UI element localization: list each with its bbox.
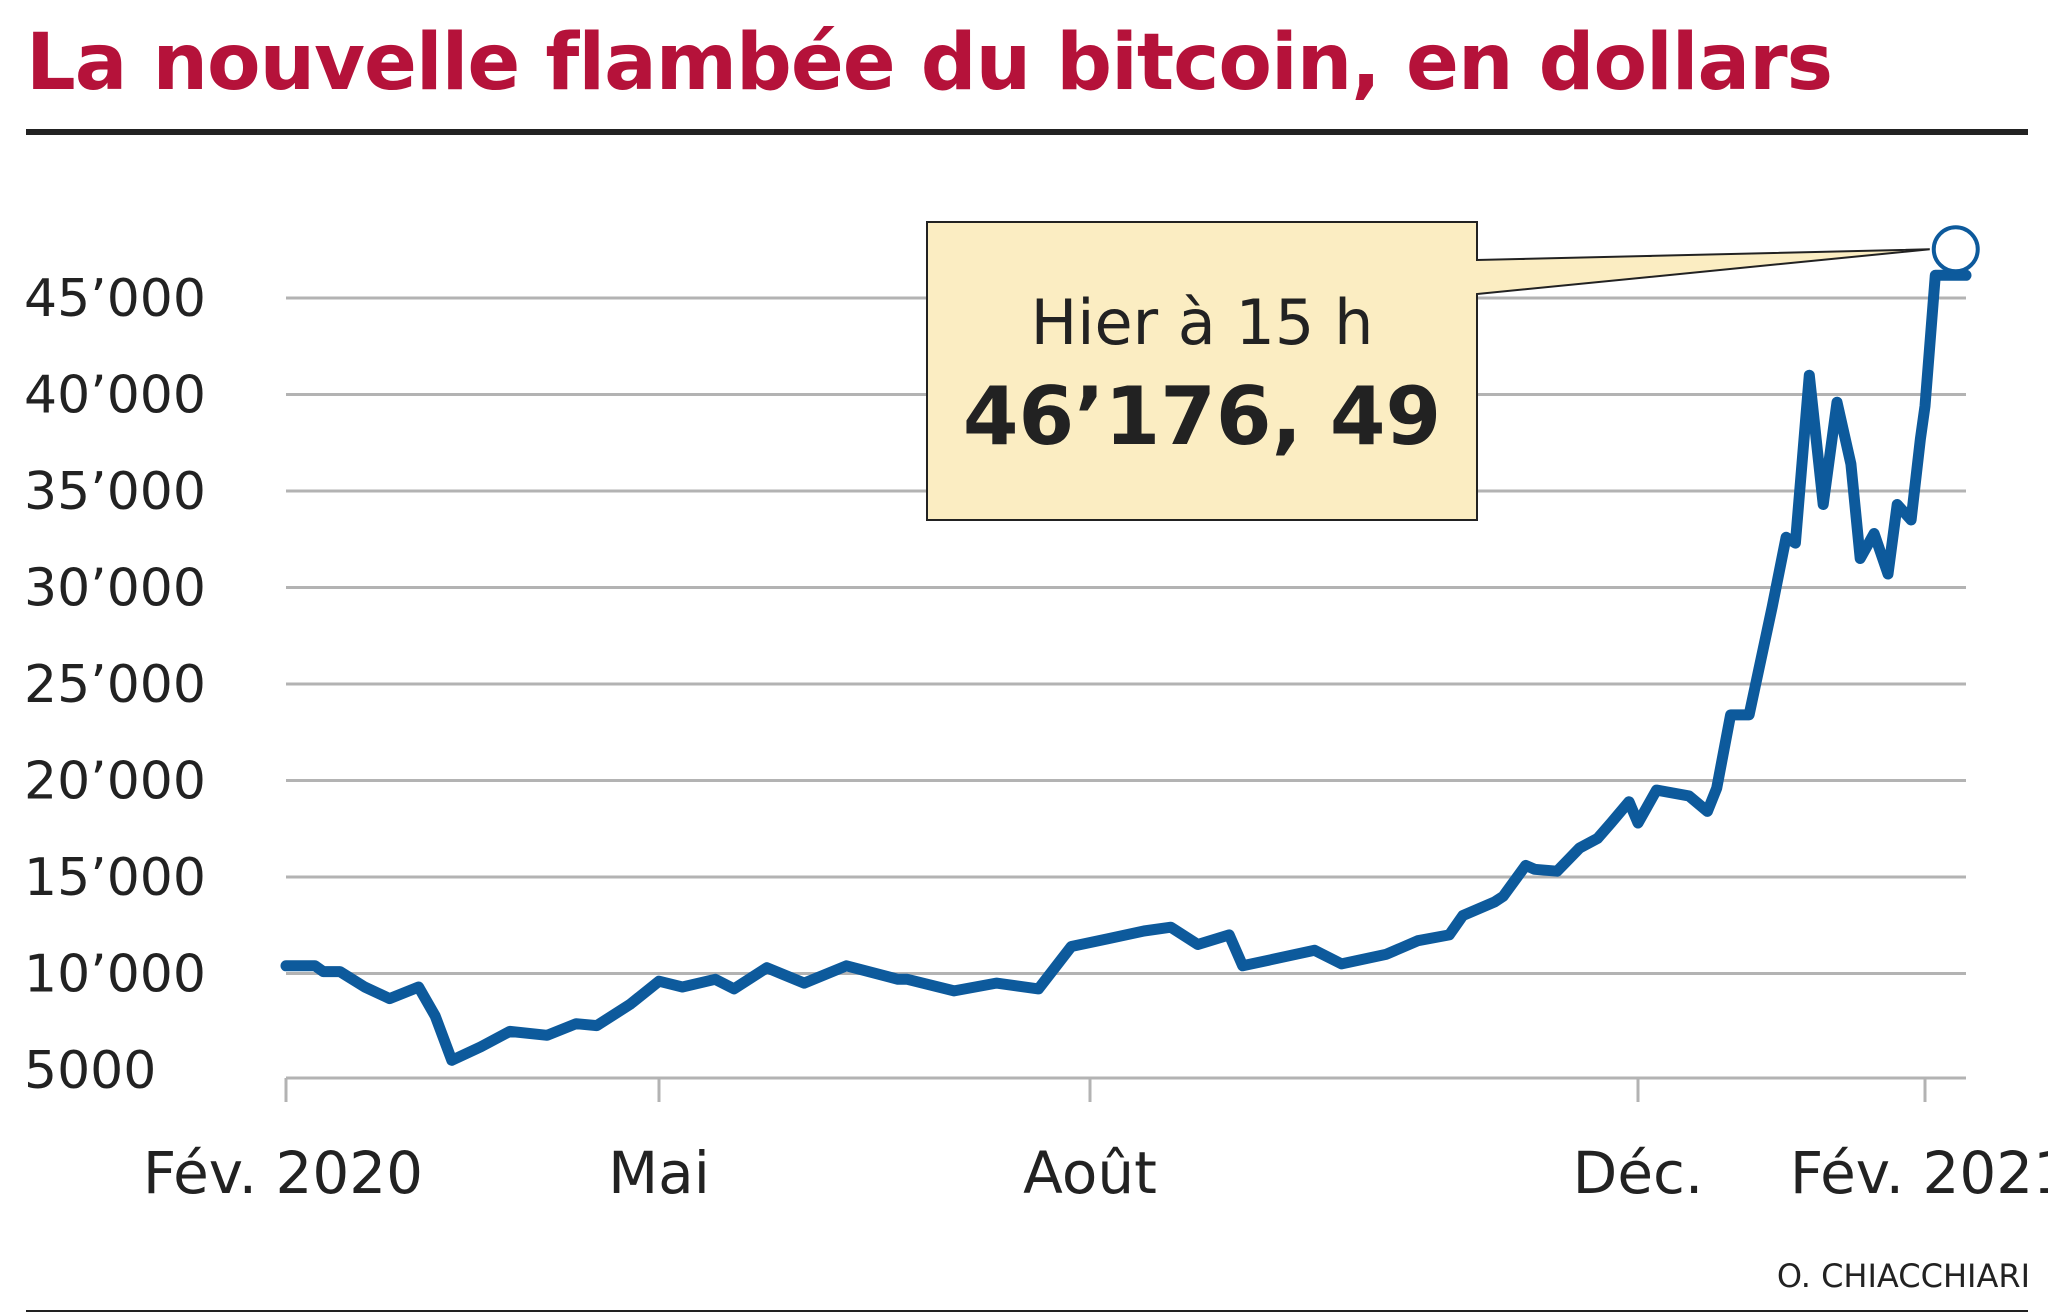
series — [280, 225, 1980, 1066]
credit: O. CHIACCHIARI — [1776, 1257, 2030, 1295]
price-line — [280, 269, 1972, 1066]
y-tick-label: 20’000 — [24, 752, 206, 812]
y-tick-label: 40’000 — [24, 366, 206, 426]
annotation-callout: Hier à 15 h 46’176, 49 — [926, 221, 1930, 521]
y-tick-label: 45’000 — [24, 269, 206, 329]
y-tick-label: 10’000 — [24, 945, 206, 1005]
x-axis: Fév. 2020 Mai Août Déc. Fév. 2021 — [143, 1076, 2048, 1207]
bottom-rule — [26, 1310, 2028, 1312]
x-tick-label: Déc. — [1573, 1139, 1704, 1207]
y-tick-labels: 5000 10’000 15’000 20’000 25’000 30’000 35’000… — [24, 269, 206, 1101]
latest-point-marker — [1931, 225, 1980, 274]
x-tick-label: Août — [1023, 1139, 1157, 1207]
callout-label: Hier à 15 h — [1031, 286, 1374, 359]
y-tick-label: 5000 — [24, 1041, 156, 1101]
y-tick-label: 15’000 — [24, 848, 206, 908]
title-rule — [26, 129, 2028, 135]
callout-value: 46’176, 49 — [963, 370, 1441, 463]
y-tick-label: 30’000 — [24, 559, 206, 619]
x-tick-label: Fév. 2020 — [143, 1139, 423, 1207]
y-tick-label: 25’000 — [24, 655, 206, 715]
y-tick-label: 35’000 — [24, 462, 206, 522]
callout-box — [926, 221, 1930, 521]
x-tick-label: Mai — [608, 1139, 710, 1207]
chart-title: La nouvelle flambée du bitcoin, en dolla… — [26, 18, 1833, 108]
x-tick-label: Fév. 2021 — [1790, 1139, 2048, 1207]
